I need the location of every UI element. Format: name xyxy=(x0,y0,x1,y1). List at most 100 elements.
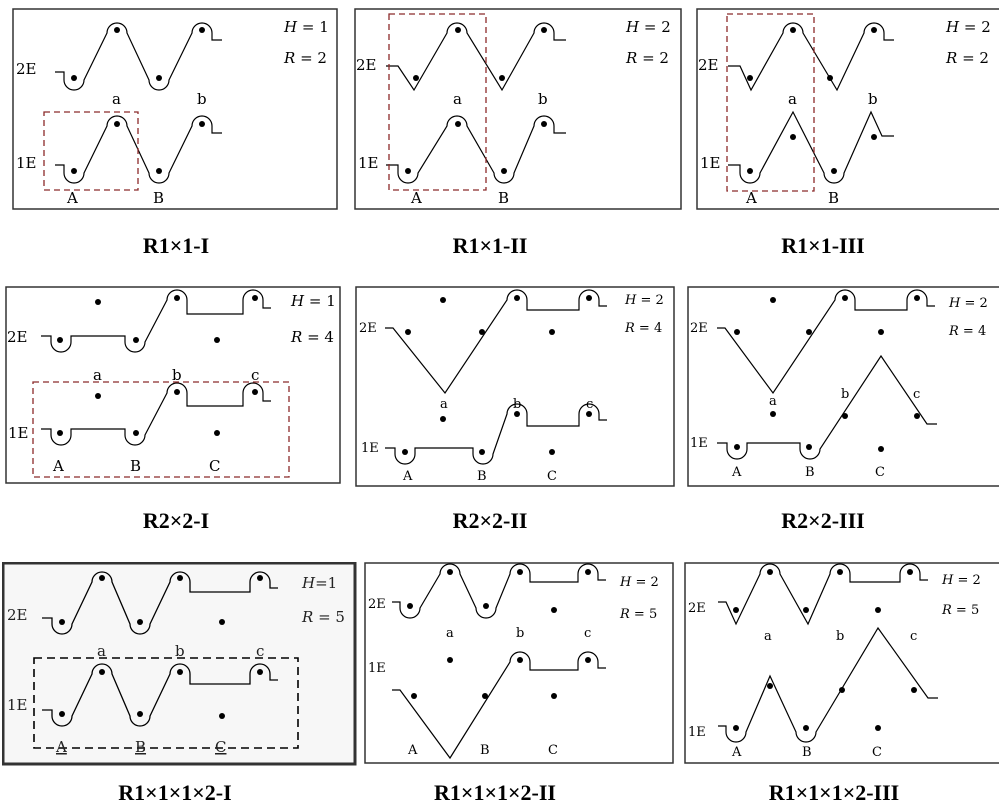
svg-text:R = 5: R = 5 xyxy=(301,608,345,626)
svg-text:1E: 1E xyxy=(688,725,706,740)
label-B: B xyxy=(153,189,164,207)
caption-r2x2-iii: R2×2-III xyxy=(781,508,865,533)
svg-text:H = 1: H = 1 xyxy=(290,292,336,310)
svg-text:B: B xyxy=(480,743,490,758)
svg-text:C: C xyxy=(215,738,226,756)
svg-text:2E: 2E xyxy=(359,321,377,336)
panel-r1x1x1x2-i: 2E 1E a b c A B C H=1 R = 5 xyxy=(2,562,358,766)
svg-text:C: C xyxy=(872,745,882,760)
svg-text:2E: 2E xyxy=(688,601,706,616)
svg-text:2E: 2E xyxy=(7,606,28,624)
label-2e: 2E xyxy=(16,60,37,78)
svg-text:B: B xyxy=(828,189,839,207)
needle-dot xyxy=(71,168,77,174)
stitch-diagram-r1x1x1x2-ii: 2E 1E a b c A B C H = 2 R = 5 xyxy=(364,562,674,764)
svg-text:b: b xyxy=(841,387,849,402)
svg-text:A: A xyxy=(55,738,67,756)
svg-text:1E: 1E xyxy=(7,696,28,714)
panel-r2x2-i: 2E 1E a b c A B C H = 1 R = 4 xyxy=(5,286,343,486)
svg-text:c: c xyxy=(251,366,259,384)
h-symbol: H xyxy=(283,18,298,36)
svg-text:B: B xyxy=(477,469,487,484)
label-b: b xyxy=(197,90,207,108)
caption-r1x1x1x2-ii: R1×1×1×2-II xyxy=(434,780,556,805)
repeat-box xyxy=(33,657,299,749)
panel-r2x2-ii: 2E 1E a b c A B C H = 2 R = 4 xyxy=(355,286,677,489)
svg-text:H = 1: H = 1 xyxy=(283,18,329,36)
svg-text:C: C xyxy=(548,743,558,758)
svg-text:c: c xyxy=(256,642,264,660)
svg-text:H = 2: H = 2 xyxy=(945,18,991,36)
label-a: a xyxy=(112,90,121,108)
svg-text:1E: 1E xyxy=(368,661,386,676)
yarn-path-2e xyxy=(55,22,222,91)
panel-r1x1-ii: 2E 1E a b A B H = 2 R = 2 xyxy=(354,8,684,211)
needle-dot xyxy=(199,27,205,33)
svg-text:A: A xyxy=(402,469,413,484)
svg-text:A: A xyxy=(410,189,422,207)
svg-text:1E: 1E xyxy=(8,424,29,442)
svg-text:R = 4: R = 4 xyxy=(290,328,334,346)
svg-text:H=1: H=1 xyxy=(301,574,337,592)
svg-text:2E: 2E xyxy=(368,597,386,612)
h-value: 1 xyxy=(319,18,329,36)
repeat-box xyxy=(726,13,815,192)
needle-dot xyxy=(156,75,162,81)
panel-r1x1x1x2-iii: 2E 1E a b c A B C H = 2 R = 5 xyxy=(684,562,999,766)
repeat-box xyxy=(388,13,487,191)
stitch-diagram-r2x2-ii: 2E 1E a b c A B C H = 2 R = 4 xyxy=(355,286,675,487)
svg-text:a: a xyxy=(446,626,454,641)
svg-text:A: A xyxy=(407,743,418,758)
svg-text:R = 5: R = 5 xyxy=(941,603,979,618)
needle-dot xyxy=(156,168,162,174)
stitch-diagram-r1x1-i: 2E 1E a b A B H = 1 R = 2 xyxy=(12,8,338,210)
caption-r1x1-ii: R1×1-II xyxy=(452,233,528,258)
svg-text:2E: 2E xyxy=(690,321,708,336)
r-value: 2 xyxy=(317,49,327,67)
svg-text:2E: 2E xyxy=(7,328,28,346)
stitch-diagram-r2x2-i: 2E 1E a b c A B C H = 1 R = 4 xyxy=(5,286,341,484)
svg-text:c: c xyxy=(910,629,917,644)
svg-text:H = 2: H = 2 xyxy=(941,573,981,588)
svg-text:R = 5: R = 5 xyxy=(619,607,657,622)
svg-text:B: B xyxy=(802,745,812,760)
svg-text:a: a xyxy=(93,366,102,384)
svg-text:b: b xyxy=(513,397,521,412)
svg-text:C: C xyxy=(547,469,557,484)
svg-text:c: c xyxy=(586,397,593,412)
svg-text:b: b xyxy=(516,626,524,641)
svg-text:R = 2: R = 2 xyxy=(283,49,327,67)
stitch-diagram-r1x1-iii: 2E 1E a b A B H = 2 R = 2 xyxy=(696,8,999,210)
caption-r1x1-i: R1×1-I xyxy=(142,233,210,258)
needle-dot xyxy=(114,27,120,33)
svg-text:1E: 1E xyxy=(361,441,379,456)
svg-text:R = 2: R = 2 xyxy=(625,49,669,67)
needle-dot xyxy=(71,75,77,81)
repeat-box xyxy=(43,111,139,191)
label-A: A xyxy=(66,189,78,207)
svg-text:A: A xyxy=(745,189,757,207)
svg-text:A: A xyxy=(731,465,742,480)
svg-text:B: B xyxy=(498,189,509,207)
svg-text:H = 2: H = 2 xyxy=(619,575,659,590)
svg-text:b: b xyxy=(172,366,182,384)
svg-text:1E: 1E xyxy=(358,154,379,172)
caption-r1x1x1x2-iii: R1×1×1×2-III xyxy=(768,780,900,805)
caption-r1x1x1x2-i: R1×1×1×2-I xyxy=(118,780,232,805)
svg-text:C: C xyxy=(209,457,220,475)
caption-r2x2-i: R2×2-I xyxy=(142,508,210,533)
needle-dot xyxy=(114,121,120,127)
svg-text:a: a xyxy=(440,397,448,412)
repeat-box xyxy=(32,381,290,478)
svg-text:B: B xyxy=(135,738,146,756)
stitch-diagram-r1x1x1x2-iii: 2E 1E a b c A B C H = 2 R = 5 xyxy=(684,562,999,764)
svg-text:A: A xyxy=(731,745,742,760)
svg-text:b: b xyxy=(538,90,548,108)
label-1e: 1E xyxy=(16,154,37,172)
svg-text:2E: 2E xyxy=(698,56,719,74)
svg-text:H = 2: H = 2 xyxy=(948,296,988,311)
svg-text:H = 2: H = 2 xyxy=(624,293,664,308)
svg-text:b: b xyxy=(868,90,878,108)
svg-text:a: a xyxy=(788,90,797,108)
svg-text:b: b xyxy=(836,629,844,644)
